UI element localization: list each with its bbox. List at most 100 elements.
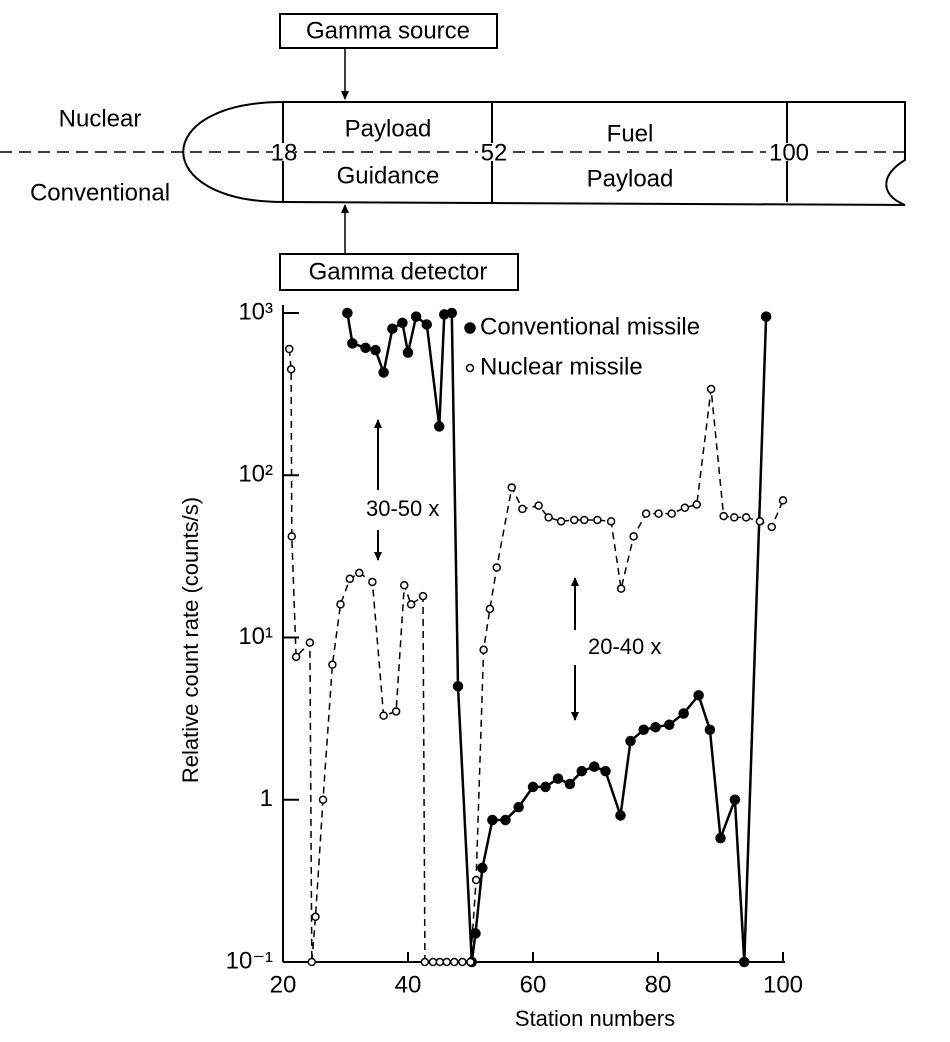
data-point — [600, 765, 611, 777]
data-point — [318, 795, 328, 804]
data-point — [527, 781, 539, 793]
data-point — [741, 513, 751, 522]
data-point — [739, 956, 750, 968]
data-point — [435, 957, 445, 967]
data-point — [428, 957, 438, 967]
data-point — [593, 515, 602, 525]
data-point — [625, 735, 636, 747]
data-point — [576, 765, 587, 777]
side-label: Conventional — [30, 179, 170, 206]
data-point — [355, 568, 364, 578]
data-point — [406, 600, 416, 609]
label-bg — [273, 143, 295, 161]
legend-label: Nuclear missile — [480, 353, 643, 380]
data-point — [638, 724, 649, 736]
data-point — [287, 532, 296, 541]
data-point — [397, 317, 408, 329]
data-point — [285, 344, 294, 354]
data-point — [778, 496, 788, 505]
data-point — [564, 778, 576, 790]
data-point — [507, 483, 516, 492]
data-point — [387, 323, 398, 334]
data-point — [556, 517, 566, 526]
label-bg — [766, 143, 812, 161]
data-point — [606, 517, 616, 526]
data-point — [678, 708, 689, 719]
x-tick-label: 80 — [645, 971, 672, 998]
section-label: Guidance — [337, 162, 440, 189]
data-point — [466, 957, 475, 967]
data-point — [477, 862, 488, 874]
data-point — [706, 384, 716, 394]
data-point — [513, 801, 524, 813]
data-point — [421, 319, 432, 330]
data-point — [307, 957, 316, 967]
data-point — [534, 501, 543, 510]
data-point — [458, 957, 467, 967]
y-axis-title: Relative count rate (counts/s) — [178, 497, 203, 783]
data-point — [378, 367, 389, 378]
section-label: Payload — [345, 115, 432, 142]
legend-marker — [465, 363, 475, 373]
detector-box — [279, 253, 519, 291]
annotation: 20-40 x — [588, 634, 661, 659]
section-label: Fuel — [607, 120, 654, 147]
y-tick-label: 1 — [260, 785, 273, 812]
x-tick-label: 20 — [270, 971, 297, 998]
data-point — [379, 711, 388, 720]
y-tick-label: 10³ — [238, 298, 273, 325]
data-point — [518, 504, 527, 514]
source-box — [279, 13, 498, 49]
data-point — [500, 814, 511, 826]
data-point — [704, 724, 716, 736]
data-point — [446, 307, 457, 319]
missile-diagram — [0, 13, 906, 291]
x-tick-label: 40 — [395, 971, 422, 998]
data-point — [755, 517, 765, 526]
data-point — [540, 781, 551, 793]
data-point — [729, 794, 741, 805]
data-point — [654, 509, 663, 518]
data-point — [311, 912, 320, 922]
data-point — [479, 645, 488, 655]
x-tick-label: 60 — [520, 971, 547, 998]
data-point — [544, 513, 553, 522]
series-line — [288, 348, 784, 963]
annotation: 30-50 x — [366, 496, 439, 521]
data-point — [719, 511, 728, 521]
data-point — [471, 875, 481, 885]
y-tick-label: 10² — [238, 461, 273, 488]
data-point — [664, 719, 675, 730]
station-label: 18 — [271, 139, 298, 166]
x-tick-label: 100 — [763, 971, 803, 998]
data-point — [305, 638, 315, 647]
data-point — [410, 311, 422, 322]
data-point — [485, 604, 495, 614]
data-point — [650, 721, 661, 733]
data-point — [487, 814, 498, 826]
legend-marker — [464, 322, 476, 334]
data-point — [552, 773, 564, 784]
data-point — [450, 957, 459, 967]
data-point — [629, 532, 638, 541]
side-label: Nuclear — [59, 105, 142, 132]
data-point — [336, 600, 345, 609]
source-label: Gamma source — [306, 17, 470, 44]
data-point — [667, 509, 676, 518]
x-axis-title: Station numbers — [515, 1006, 675, 1031]
data-point — [402, 347, 414, 358]
data-point — [434, 421, 445, 432]
data-point — [616, 584, 626, 593]
data-point — [692, 500, 701, 509]
section-label: Payload — [587, 165, 674, 192]
data-point — [345, 574, 355, 584]
legend-label: Conventional missile — [480, 313, 700, 340]
data-point — [291, 652, 301, 662]
data-point — [420, 957, 430, 967]
data-point — [452, 681, 464, 692]
label-bg — [478, 143, 510, 161]
data-point — [370, 344, 381, 356]
data-point — [492, 563, 501, 572]
data-point — [328, 660, 337, 669]
data-point — [767, 522, 776, 532]
